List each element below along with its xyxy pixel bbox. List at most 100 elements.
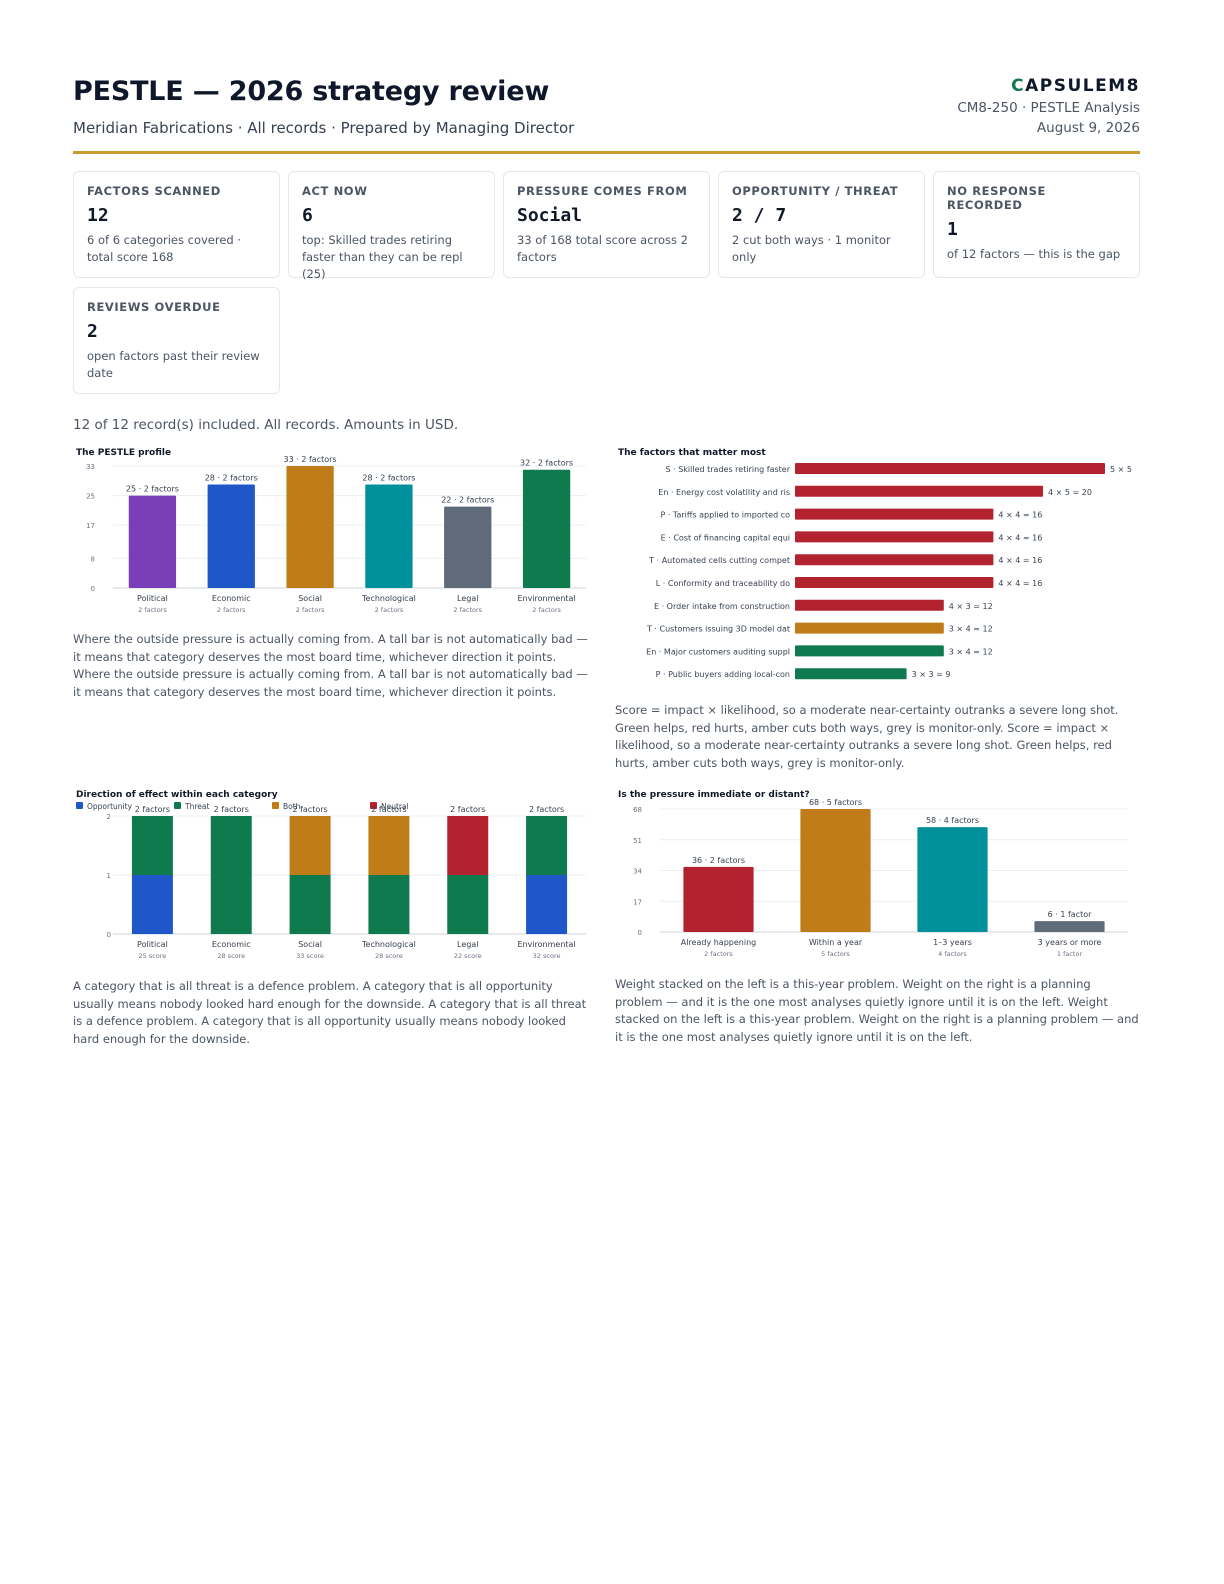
kpi-value: 12 — [87, 205, 109, 226]
document-id: CM8-250 · PESTLE Analysis — [957, 100, 1140, 116]
y-tick-label: 51 — [633, 837, 642, 845]
kpi-value: 2 / 7 — [732, 205, 787, 226]
x-tick-label: Already happening — [681, 938, 756, 947]
factor-bar — [795, 531, 994, 543]
bar — [1034, 921, 1105, 932]
caption-pestle-profile: Where the outside pressure is actually c… — [73, 632, 588, 699]
factor-score-label: 3 × 4 = 12 — [949, 647, 993, 656]
y-tick-label: 25 — [86, 493, 95, 501]
x-tick-label: Economic — [212, 940, 251, 949]
factor-score-label: 3 × 4 = 12 — [949, 625, 993, 634]
y-tick-label: 68 — [633, 806, 642, 814]
legend-label: Both — [283, 802, 301, 811]
factor-label: En · Major customers auditing suppl — [646, 647, 790, 656]
factor-label: S · Skilled trades retiring faster — [666, 465, 791, 474]
stack-segment-both — [368, 816, 410, 875]
y-tick-label: 34 — [633, 868, 642, 876]
chart-pressure-timing: Is the pressure immediate or distant? 0 17… — [615, 785, 1140, 970]
factor-score-label: 4 × 4 = 16 — [998, 511, 1042, 520]
caption-direction-of-effect: A category that is all threat is a defen… — [73, 979, 587, 1046]
x-tick-label: Technological — [361, 594, 416, 603]
caption-top-factors: Score = impact × likelihood, so a modera… — [615, 703, 1119, 770]
x-tick-sublabel: 2 factors — [138, 606, 167, 614]
logo-mark: C — [1011, 76, 1026, 96]
stack-segment-opportunity — [526, 875, 568, 934]
kpi-label: Pressure comes from — [517, 184, 688, 198]
x-tick-sublabel: 2 factors — [217, 606, 246, 614]
data-label: 33 · 2 factors — [284, 455, 337, 464]
factor-bar — [795, 463, 1105, 474]
x-tick-sublabel: 33 score — [296, 952, 324, 960]
y-tick-label: 33 — [86, 463, 95, 471]
data-label: 68 · 5 factors — [809, 798, 862, 807]
data-label: 36 · 2 factors — [692, 856, 745, 865]
stack-segment-threat — [447, 875, 489, 934]
x-tick-label: Environmental — [517, 940, 575, 949]
data-label: 2 factors — [135, 805, 170, 814]
factor-bar — [795, 599, 944, 611]
factor-score-label: 4 × 4 = 16 — [998, 533, 1042, 542]
direction-svg: Direction of effect within each category… — [76, 790, 586, 960]
x-tick-sublabel: 2 factors — [375, 606, 404, 614]
kpi-note: of 12 factors — this is the gap — [947, 247, 1121, 261]
kpi-note: 6 of 6 categories covered · total score … — [87, 233, 242, 264]
data-label: 2 factors — [529, 805, 564, 814]
chart-title: The factors that matter most — [618, 448, 766, 458]
factor-label: T · Customers issuing 3D model dat — [646, 625, 790, 634]
x-tick-label: Social — [298, 940, 322, 949]
x-tick-label: Within a year — [809, 938, 863, 947]
kpi-value: 1 — [947, 219, 958, 240]
kpi-label: Opportunity / threat — [732, 184, 899, 198]
x-tick-sublabel: 1 factor — [1057, 950, 1083, 958]
legend-swatch — [272, 802, 279, 809]
y-tick-label: 17 — [633, 898, 642, 906]
chart-title: Direction of effect within each category — [76, 790, 278, 800]
x-tick-sublabel: 2 factors — [453, 606, 482, 614]
data-label: 22 · 2 factors — [441, 496, 494, 505]
factor-bar — [795, 668, 907, 680]
x-tick-sublabel: 25 score — [139, 952, 167, 960]
factor-score-label: 4 × 3 = 12 — [949, 602, 993, 611]
factor-bar — [795, 577, 994, 588]
stack-segment-threat — [526, 816, 568, 875]
stack-segment-both — [289, 816, 331, 875]
scope-note: 12 of 12 record(s) included. All records… — [73, 417, 459, 433]
kpi-value: Social — [517, 205, 583, 226]
factor-bar — [795, 554, 994, 566]
report-header: PESTLE — 2026 strategy review Meridian F… — [73, 76, 1140, 154]
factor-label: P · Public buyers adding local-con — [656, 670, 790, 679]
y-tick-label: 2 — [107, 813, 111, 821]
chart-direction-of-effect: Direction of effect within each category… — [73, 785, 593, 970]
kpi-label: Factors scanned — [87, 184, 221, 198]
y-tick-label: 1 — [107, 872, 111, 880]
factor-label: En · Energy cost volatility and ris — [658, 488, 790, 497]
factor-bar — [795, 485, 1043, 497]
x-tick-label: Political — [137, 594, 168, 603]
x-tick-sublabel: 22 score — [454, 952, 482, 960]
x-tick-label: Political — [137, 940, 168, 949]
x-tick-label: Environmental — [517, 594, 575, 603]
stack-segment-threat — [368, 875, 410, 934]
pestle-profile-svg: The PESTLE profile 0 8 17 25 33 25 · 2 factors… — [76, 448, 586, 614]
kpi-note: open factors past their review date — [87, 349, 260, 380]
data-label: 28 · 2 factors — [362, 473, 415, 482]
legend-label: Neutral — [381, 802, 409, 811]
kpi-note: 2 cut both ways · 1 monitor only — [732, 233, 891, 264]
kpi-card-pressure-source: Pressure comes from Social 33 of 168 tot… — [503, 171, 710, 278]
kpi-card-reviews-overdue: Reviews overdue 2 open factors past thei… — [73, 287, 280, 394]
x-tick-sublabel: 32 score — [533, 952, 561, 960]
kpi-card-act-now: Act now 6 top: Skilled trades retiring f… — [288, 171, 495, 281]
brand-block: CAPSULEM8 CM8-250 · PESTLE Analysis Augu… — [957, 76, 1140, 136]
data-label: 32 · 2 factors — [520, 459, 573, 468]
factor-bar — [795, 622, 944, 634]
chart-title: Is the pressure immediate or distant? — [618, 790, 810, 800]
bar — [917, 827, 988, 932]
bar — [683, 866, 754, 932]
bar — [128, 495, 177, 588]
y-tick-label: 17 — [86, 522, 95, 530]
x-tick-label: Legal — [457, 940, 478, 949]
x-tick-label: 1–3 years — [933, 938, 972, 947]
top-factors-svg: The factors that matter most S · Skilled … — [618, 448, 1132, 680]
data-label: 58 · 4 factors — [926, 816, 979, 825]
y-tick-label: 0 — [638, 929, 642, 937]
